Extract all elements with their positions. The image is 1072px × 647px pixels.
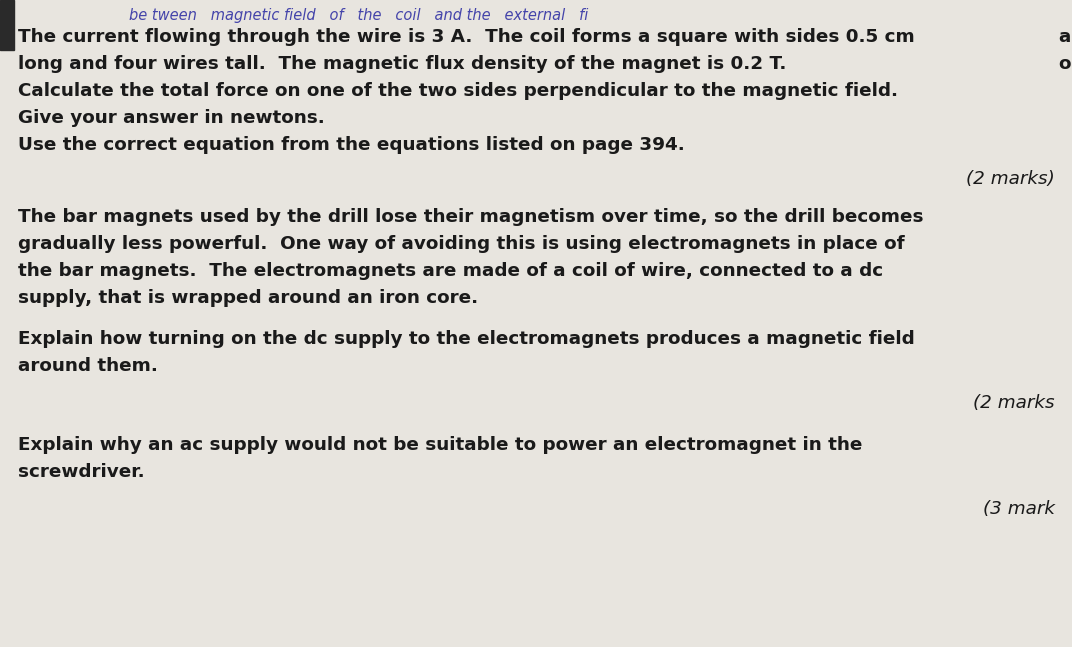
Text: Use the correct equation from the equations listed on page 394.: Use the correct equation from the equati… xyxy=(18,136,685,154)
Text: screwdriver.: screwdriver. xyxy=(18,463,145,481)
Text: (2 marks): (2 marks) xyxy=(966,170,1055,188)
Text: supply, that is wrapped around an iron core.: supply, that is wrapped around an iron c… xyxy=(18,289,478,307)
Text: The bar magnets used by the drill lose their magnetism over time, so the drill b: The bar magnets used by the drill lose t… xyxy=(18,208,923,226)
Text: (2 marks: (2 marks xyxy=(973,394,1055,412)
Text: Give your answer in newtons.: Give your answer in newtons. xyxy=(18,109,325,127)
Bar xyxy=(0,0,14,50)
Text: be tween   magnetic field   of   the   coil   and the   external   fi: be tween magnetic field of the coil and … xyxy=(129,8,589,23)
Text: Calculate the total force on one of the two sides perpendicular to the magnetic : Calculate the total force on one of the … xyxy=(18,82,898,100)
Text: gradually less powerful.  One way of avoiding this is using electromagnets in pl: gradually less powerful. One way of avoi… xyxy=(18,235,905,253)
Text: a: a xyxy=(1058,28,1070,46)
Text: The current flowing through the wire is 3 A.  The coil forms a square with sides: The current flowing through the wire is … xyxy=(18,28,914,46)
Text: Explain why an ac supply would not be suitable to power an electromagnet in the: Explain why an ac supply would not be su… xyxy=(18,436,862,454)
Text: on: on xyxy=(1058,55,1072,73)
Text: the bar magnets.  The electromagnets are made of a coil of wire, connected to a : the bar magnets. The electromagnets are … xyxy=(18,262,883,280)
Text: around them.: around them. xyxy=(18,357,158,375)
Text: long and four wires tall.  The magnetic flux density of the magnet is 0.2 T.: long and four wires tall. The magnetic f… xyxy=(18,55,787,73)
Text: (3 mark: (3 mark xyxy=(983,500,1055,518)
Text: Explain how turning on the dc supply to the electromagnets produces a magnetic f: Explain how turning on the dc supply to … xyxy=(18,330,914,348)
